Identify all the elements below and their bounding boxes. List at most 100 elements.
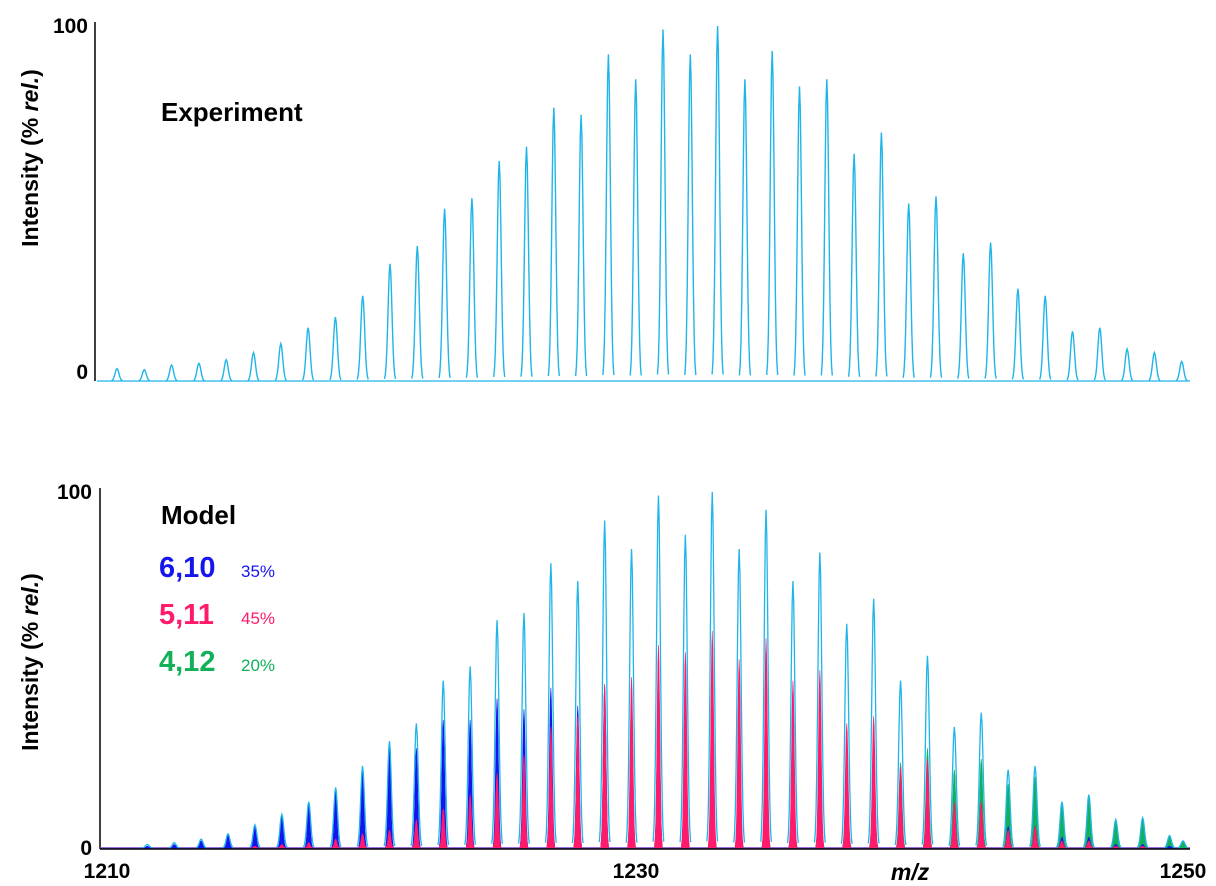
model-peak-pink xyxy=(277,844,286,849)
model-peak-green xyxy=(1111,818,1121,849)
experiment-peak xyxy=(656,29,670,375)
model-peak-pink xyxy=(708,630,717,849)
legend-percent-6-10: 35% xyxy=(241,562,275,581)
model-peak-total xyxy=(491,620,503,844)
model-peak-pink xyxy=(950,801,959,849)
model-peak-total xyxy=(679,534,692,843)
model-peak-total xyxy=(329,787,342,848)
experiment-peak xyxy=(1066,331,1079,381)
experiment-peak xyxy=(547,107,560,377)
model-peak-total xyxy=(1177,840,1189,849)
experiment-peak xyxy=(329,316,342,381)
xtick-1230: 1230 xyxy=(613,860,660,883)
x-axis-label: m/z xyxy=(891,859,930,885)
model-peak-total xyxy=(518,613,530,844)
model-peak-total xyxy=(571,580,584,844)
experiment-ytick-0: 0 xyxy=(76,361,88,384)
model-peak-blue xyxy=(197,840,206,849)
experiment-peak xyxy=(902,203,915,378)
experiment-peak xyxy=(957,253,970,379)
model-peak-pink xyxy=(331,838,340,849)
model-peak-total xyxy=(1002,769,1015,847)
model-traces xyxy=(100,491,1190,849)
experiment-peak xyxy=(220,358,233,382)
experiment-peak xyxy=(165,363,178,382)
model-peak-total xyxy=(867,598,880,844)
experiment-peak xyxy=(356,295,369,380)
experiment-peak xyxy=(1011,288,1025,380)
experiment-peak xyxy=(520,146,533,377)
experiment-peak xyxy=(138,368,151,382)
model-peak-pink xyxy=(358,833,367,849)
experiment-peak xyxy=(411,246,424,379)
model-peak-pink xyxy=(385,829,394,849)
model-peak-pink xyxy=(573,716,582,849)
model-peak-pink xyxy=(1057,840,1067,849)
model-peak-total xyxy=(168,841,180,849)
model-peak-total xyxy=(544,563,557,843)
experiment-ytick-100: 100 xyxy=(53,15,88,38)
experiment-peak xyxy=(301,327,315,381)
experiment-peak xyxy=(820,79,833,376)
model-peak-total xyxy=(625,548,638,843)
model-peak-pink xyxy=(654,645,663,849)
model-peak-pink xyxy=(627,677,636,849)
experiment-peak xyxy=(1121,346,1134,381)
model-peak-total xyxy=(222,832,234,849)
experiment-peak xyxy=(383,263,397,379)
model-peak-pink xyxy=(735,659,744,849)
experiment-peak xyxy=(766,50,779,375)
experiment-peak xyxy=(602,54,615,376)
model-peak-total xyxy=(1163,834,1176,849)
experiment-peak xyxy=(493,160,506,378)
model-peak-total xyxy=(975,712,988,846)
model-peak-total xyxy=(383,741,396,847)
model-peak-pink xyxy=(250,845,260,849)
experiment-peak xyxy=(847,153,861,377)
model-peak-pink xyxy=(896,766,905,849)
model-peak-total xyxy=(706,491,719,842)
model-peak-pink xyxy=(788,680,798,849)
model-peak-pink xyxy=(842,723,851,849)
model-peak-blue xyxy=(439,719,448,849)
experiment-peak xyxy=(629,79,642,376)
model-peak-pink xyxy=(1030,825,1040,849)
model-peak-blue xyxy=(223,834,233,849)
xtick-1210: 1210 xyxy=(84,860,131,883)
model-peak-total xyxy=(760,509,772,842)
model-peak-pink xyxy=(439,808,448,849)
model-peak-total xyxy=(840,623,853,844)
model-peak-pink xyxy=(815,669,824,849)
model-peak-blue xyxy=(1165,845,1174,849)
experiment-peak xyxy=(738,79,752,376)
model-peak-pink xyxy=(519,755,529,849)
experiment-peak xyxy=(274,341,287,381)
model-peak-total xyxy=(276,811,288,848)
model-peak-total xyxy=(1029,766,1041,847)
model-peak-pink xyxy=(600,684,609,849)
model-peak-total xyxy=(1082,794,1095,848)
experiment-peak xyxy=(684,54,697,376)
model-peak-pink xyxy=(977,801,986,849)
model-peak-pink xyxy=(304,842,313,849)
model-peak-total xyxy=(195,838,207,849)
model-peak-total xyxy=(249,823,261,849)
model-panel: Intensity (% rel.) 100 0 1210 1230 1250 … xyxy=(17,481,1206,885)
model-label: Model xyxy=(161,500,236,530)
model-peak-pink xyxy=(1111,845,1120,849)
model-peak-total xyxy=(410,723,423,846)
model-peak-pink xyxy=(466,794,475,849)
legend-entry-4-12: 4,12 xyxy=(159,646,215,678)
model-peak-total xyxy=(733,548,746,843)
model-ytick-100: 100 xyxy=(57,481,92,504)
model-peak-total xyxy=(787,580,799,844)
experiment-peak xyxy=(875,132,888,377)
experiment-peak xyxy=(1175,359,1188,382)
legend-entry-6-10: 6,10 xyxy=(159,552,215,584)
model-peak-total xyxy=(1109,817,1122,848)
experiment-peak xyxy=(438,208,451,378)
model-peak-pink xyxy=(412,819,421,849)
experiment-peak xyxy=(711,25,724,375)
model-peak-blue xyxy=(170,844,179,849)
experiment-peak xyxy=(192,361,205,382)
